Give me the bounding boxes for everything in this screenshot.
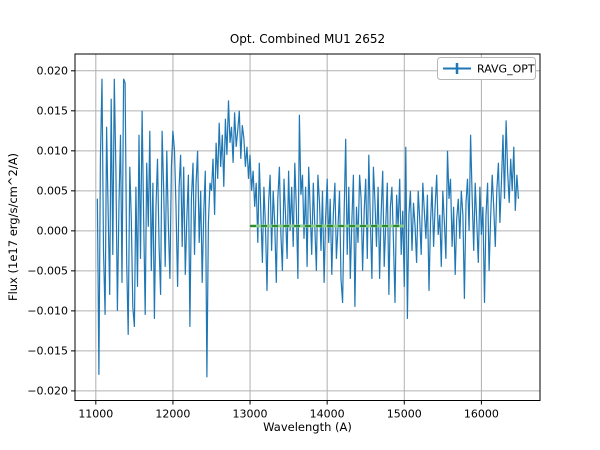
legend-box — [437, 57, 536, 80]
y-axis-label: Flux (1e17 erg/s/cm^2/A) — [6, 153, 20, 301]
axis-ticks: 11000 12000 13000 14000 15000 16000 0.020 0.015… — [27, 65, 499, 421]
y-tick-label: −0.015 — [27, 345, 68, 358]
y-tick-label: 0.020 — [37, 65, 69, 78]
x-axis-label: Wavelength (A) — [263, 420, 352, 434]
x-tick-label: 12000 — [155, 408, 190, 421]
chart-title: Opt. Combined MU1 2652 — [230, 32, 385, 46]
y-tick-label: 0.010 — [37, 145, 69, 158]
x-tick-label: 14000 — [310, 408, 345, 421]
x-tick-label: 15000 — [387, 408, 422, 421]
x-tick-label: 13000 — [233, 408, 268, 421]
y-tick-label: −0.010 — [27, 305, 68, 318]
y-tick-label: 0.015 — [37, 105, 69, 118]
spectrum-line — [96, 78, 519, 378]
y-tick-label: −0.005 — [27, 265, 68, 278]
y-tick-label: −0.020 — [27, 385, 68, 398]
spectrum-polyline — [96, 78, 519, 378]
x-tick-label: 11000 — [78, 408, 113, 421]
y-tick-label: 0.005 — [37, 185, 69, 198]
legend-label: RAVG_OPT — [477, 63, 535, 76]
legend: RAVG_OPT — [437, 57, 536, 80]
y-tick-label: 0.000 — [37, 225, 69, 238]
plot-border — [74, 53, 541, 401]
x-tick-label: 16000 — [464, 408, 499, 421]
